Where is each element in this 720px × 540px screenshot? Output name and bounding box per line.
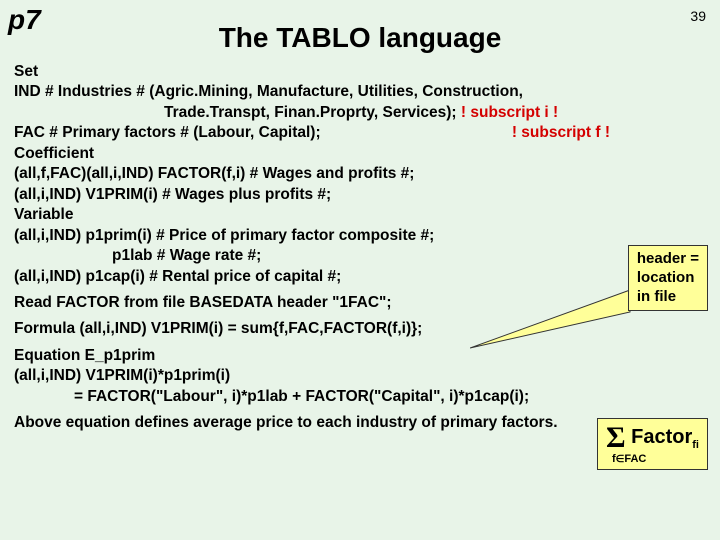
line: Variable	[14, 205, 710, 225]
sigma-symbol-icon: Σ	[606, 421, 626, 454]
line-part: FAC # Primary factors # (Labour, Capital…	[14, 124, 321, 141]
comment: ! subscript f !	[512, 123, 710, 143]
line: IND # Industries # (Agric.Mining, Manufa…	[14, 82, 710, 102]
page-label: p7	[8, 4, 41, 36]
callout-line: header =	[637, 250, 699, 269]
code-body: Set IND # Industries # (Agric.Mining, Ma…	[0, 62, 720, 434]
line-part: Trade.Transpt, Finan.Proprty, Services);	[14, 104, 461, 121]
line: = FACTOR("Labour", i)*p1lab + FACTOR("Ca…	[14, 387, 710, 407]
sigma-label: Factor	[631, 426, 692, 448]
comment: ! subscript i !	[461, 104, 558, 121]
line: (all,i,IND) p1cap(i) # Rental price of c…	[14, 267, 710, 287]
line: (all,f,FAC)(all,i,IND) FACTOR(f,i) # Wag…	[14, 164, 710, 184]
line: FAC # Primary factors # (Labour, Capital…	[14, 123, 710, 143]
sigma-subscript: fi	[692, 439, 699, 451]
line: p1lab # Wage rate #;	[14, 246, 710, 266]
sigma-annotation: Σ Factorfi f∈FAC	[597, 418, 708, 470]
slide-number: 39	[690, 8, 706, 24]
line: Coefficient	[14, 144, 710, 164]
callout-line: location	[637, 269, 699, 288]
callout-pointer-icon	[470, 290, 640, 360]
line: Trade.Transpt, Finan.Proprty, Services);…	[14, 103, 710, 123]
callout-box: header = location in file	[628, 245, 708, 311]
line: (all,i,IND) V1PRIM(i)*p1prim(i)	[14, 366, 710, 386]
slide-title: The TABLO language	[0, 0, 720, 54]
line: (all,i,IND) p1prim(i) # Price of primary…	[14, 226, 710, 246]
line: (all,i,IND) V1PRIM(i) # Wages plus profi…	[14, 185, 710, 205]
callout-line: in file	[637, 288, 699, 307]
line: Set	[14, 62, 710, 82]
